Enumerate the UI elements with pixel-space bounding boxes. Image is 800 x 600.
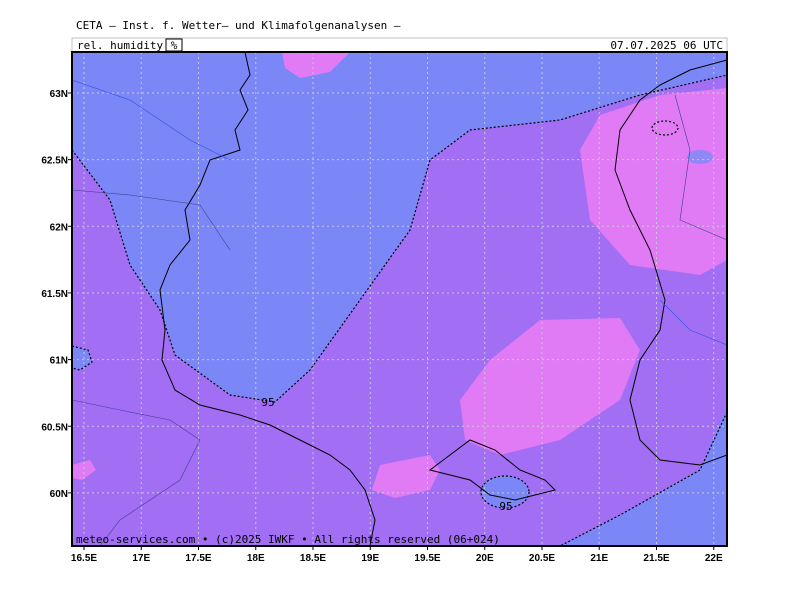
moist-patch [372, 455, 440, 498]
coastline [428, 439, 556, 501]
lon-tick-label: 18E [247, 553, 265, 564]
lon-tick-label: 17.5E [185, 553, 211, 564]
humid-zone [72, 346, 92, 370]
contour-line [72, 74, 727, 403]
river [659, 299, 727, 346]
humid-zone [687, 150, 713, 164]
lat-tick-label: 63N [50, 89, 68, 100]
moist-patch [580, 88, 727, 275]
contour-line [72, 345, 93, 371]
humid-zone [72, 52, 727, 402]
contour-label: 95 [261, 396, 274, 409]
lon-tick-label: 21.5E [643, 553, 669, 564]
footer: meteo-services.com • (c)2025 IWKF • All … [76, 533, 500, 546]
moist-patch [72, 460, 96, 480]
lon-tick-label: 20.5E [529, 553, 555, 564]
lat-tick-label: 61N [50, 356, 68, 367]
unit: % [171, 39, 178, 52]
lon-tick-label: 20E [476, 553, 494, 564]
grid [72, 52, 727, 546]
lon-tick-label: 19.5E [414, 553, 440, 564]
lon-tick-label: 16.5E [71, 553, 97, 564]
contour-line [651, 120, 679, 136]
border [72, 399, 201, 546]
border [72, 189, 231, 251]
contour-label: 95 [499, 500, 512, 513]
moist-patch [282, 52, 350, 78]
map-frame [71, 51, 728, 547]
river [72, 79, 231, 161]
map-area: 95 95 meteo-services.com • (c)2025 IWKF … [72, 52, 727, 546]
lat-tick-label: 62N [50, 222, 68, 233]
lon-tick-label: 21E [590, 553, 608, 564]
lat-tick-label: 60.5N [41, 422, 68, 433]
humid-zone [560, 405, 727, 546]
lon-tick-label: 22E [705, 553, 723, 564]
valid-time: 07.07.2025 06 UTC [610, 39, 723, 52]
lon-tick-label: 18.5E [300, 553, 326, 564]
moist-patch [460, 318, 640, 455]
contour-line [559, 411, 727, 546]
lat-tick-label: 60N [50, 489, 68, 500]
lat-tick-label: 62.5N [41, 156, 68, 167]
lat-tick-label: 61.5N [41, 289, 68, 300]
lon-tick-label: 17E [132, 553, 150, 564]
contour-line [480, 475, 530, 509]
coastline [614, 59, 727, 466]
border [674, 94, 727, 241]
coastline [159, 52, 376, 546]
title: CETA — Inst. f. Wetter— und Klimafolgena… [76, 19, 401, 32]
parameter: rel. humidity [77, 39, 163, 52]
lon-tick-label: 19E [361, 553, 379, 564]
